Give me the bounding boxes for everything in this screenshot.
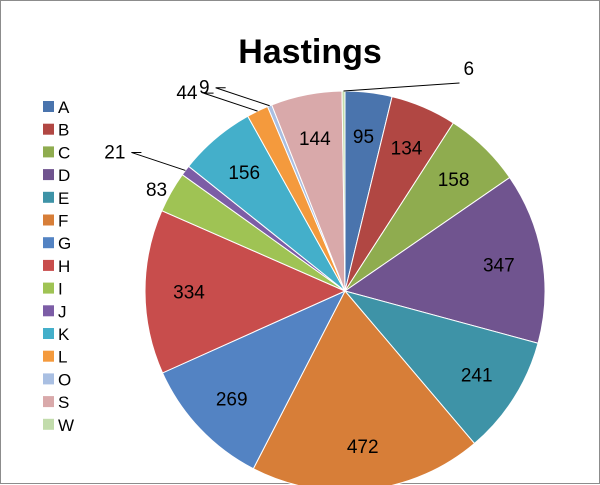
legend-swatch-s: [43, 396, 54, 408]
pie-slices: [144, 90, 546, 485]
legend-swatch-e: [43, 191, 54, 203]
legend-swatch-d: [43, 169, 54, 181]
legend-swatch-w: [43, 418, 54, 430]
legend-label-l: L: [58, 348, 67, 367]
pie-slice-h: [144, 210, 347, 374]
pie-slice-d: [343, 176, 546, 344]
legend-swatch-l: [43, 350, 54, 362]
data-label-c: 158: [438, 170, 470, 191]
data-label-g: 269: [216, 389, 248, 410]
chart-title: Hastings: [238, 33, 382, 71]
legend-swatch-k: [43, 328, 54, 339]
legend-swatch-i: [43, 282, 54, 294]
legend-swatch-h: [43, 259, 54, 271]
leader-line-l: [203, 92, 258, 112]
legend-label-o: O: [58, 370, 71, 389]
data-label-s: 144: [299, 129, 331, 150]
data-label-h: 334: [173, 283, 205, 304]
pie-slice-e: [343, 290, 539, 445]
data-label-j: 21: [104, 142, 125, 163]
pie-slice-g: [161, 289, 347, 470]
leader-lines: [131, 82, 460, 171]
data-label-o: 9: [199, 78, 210, 99]
legend-swatch-g: [43, 237, 54, 249]
legend-label-h: H: [58, 257, 70, 276]
legend-swatch-o: [43, 373, 54, 385]
legend-label-c: C: [58, 143, 70, 162]
leader-line-o: [215, 87, 270, 107]
legend-label-k: K: [58, 325, 70, 344]
legend-label-e: E: [58, 189, 69, 208]
legend-label-i: I: [58, 280, 63, 299]
legend-swatch-a: [43, 101, 54, 112]
leader-line-w: [343, 82, 460, 92]
data-label-e: 241: [461, 366, 493, 387]
data-label-d: 347: [483, 256, 515, 277]
legend-label-s: S: [58, 393, 69, 412]
leader-line-j: [131, 151, 186, 171]
legend-label-a: A: [58, 98, 70, 117]
data-label-w: 6: [464, 59, 475, 80]
legend-label-d: D: [58, 166, 70, 185]
data-label-i: 83: [146, 180, 167, 201]
legend-swatch-j: [43, 305, 54, 317]
legend-swatch-f: [43, 214, 54, 226]
legend-label-f: F: [58, 212, 68, 231]
pie-slice-f: [252, 290, 476, 485]
legend-label-b: B: [58, 121, 69, 140]
legend-label-w: W: [58, 416, 74, 435]
legend-label-g: G: [58, 234, 71, 253]
data-labels: 95 134 158 347 241 472 269 334 83 21 156 44 9 144 6: [104, 59, 514, 458]
data-label-a: 95: [353, 127, 374, 148]
legend-label-j: J: [58, 302, 67, 321]
data-label-b: 134: [391, 139, 423, 160]
data-label-k: 156: [228, 163, 260, 184]
legend-swatch-b: [43, 123, 54, 135]
legend-swatch-c: [43, 146, 54, 158]
data-label-f: 472: [347, 437, 379, 458]
data-label-l: 44: [176, 83, 198, 104]
